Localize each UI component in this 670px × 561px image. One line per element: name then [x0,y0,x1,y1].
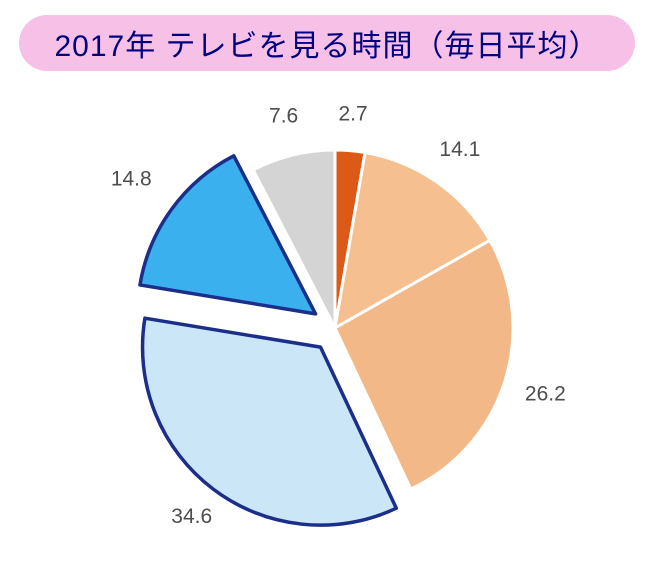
pie-slice-label: 34.6 [171,505,212,528]
pie-slice-label: 7.6 [269,105,298,128]
pie-chart-svg: 2.7 14.1 26.2 34.6 14.8 7.6 [0,80,670,561]
pie-chart: 2.7 14.1 26.2 34.6 14.8 7.6 [0,80,670,561]
pie-slice-label: 14.8 [111,168,152,191]
chart-title: 2017年 テレビを見る時間（毎日平均） [19,15,635,71]
pie-slice-label: 26.2 [525,382,566,405]
pie-slice-label: 14.1 [439,138,480,161]
chart-title-text: 2017年 テレビを見る時間（毎日平均） [54,21,599,65]
pie-slice-label: 2.7 [338,103,367,126]
